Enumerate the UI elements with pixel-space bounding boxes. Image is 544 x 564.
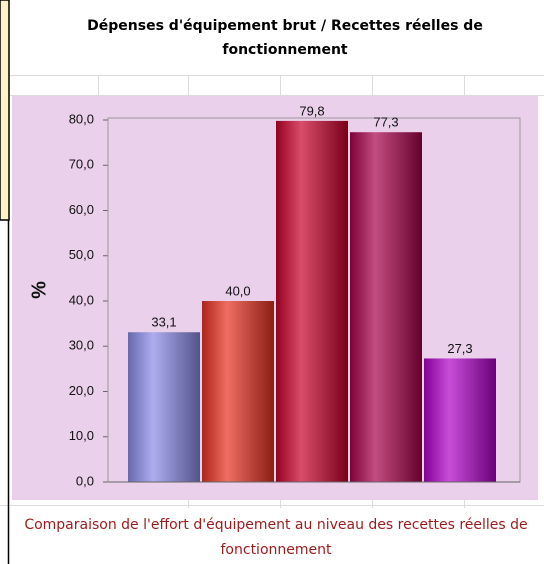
- y-tick-label: 30,0: [69, 338, 94, 353]
- sheet-grid: [0, 75, 544, 508]
- bar: [350, 132, 422, 482]
- y-tick-label: 80,0: [69, 111, 94, 126]
- y-tick-label: 10,0: [69, 428, 94, 443]
- y-tick-label: 70,0: [69, 157, 94, 172]
- value-label: 79,8: [299, 103, 324, 118]
- value-label: 77,3: [373, 115, 398, 130]
- cell-box: [0, 0, 10, 221]
- value-label: 27,3: [447, 341, 472, 356]
- y-axis-label: %: [28, 281, 50, 299]
- y-tick-label: 50,0: [69, 247, 94, 262]
- value-label: 40,0: [225, 283, 250, 298]
- value-label: 33,1: [151, 315, 176, 330]
- y-tick-label: 20,0: [69, 383, 94, 398]
- y-tick-label: 40,0: [69, 292, 94, 307]
- bar: [202, 301, 274, 482]
- y-tick-label: 0,0: [76, 473, 94, 488]
- bar: [276, 120, 348, 482]
- chart-caption: Comparaison de l'effort d'équipement au …: [24, 517, 528, 558]
- chart-title: Dépenses d'équipement brut / Recettes ré…: [87, 18, 483, 58]
- bar: [424, 358, 496, 482]
- bar: [128, 332, 200, 482]
- y-tick-label: 60,0: [69, 202, 94, 217]
